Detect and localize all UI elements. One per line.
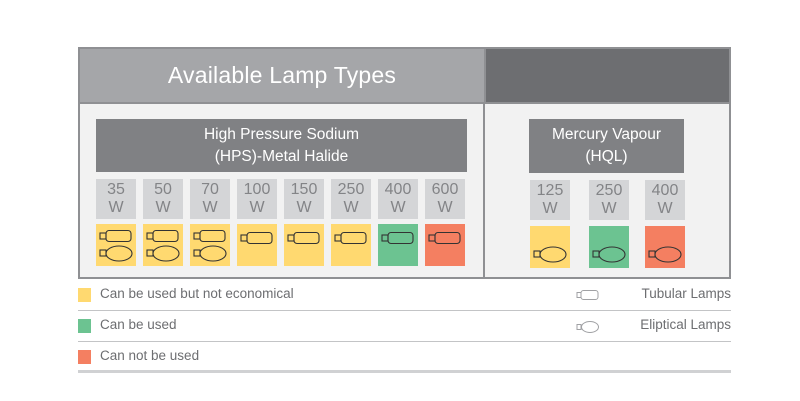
- watt-unit: W: [249, 199, 265, 216]
- tubular-lamp-icon: [334, 231, 367, 245]
- watt-value: 70: [201, 181, 219, 198]
- lamp-box-hps-250: [331, 224, 371, 266]
- tubular-lamp-icon: [381, 231, 414, 245]
- watt-value: 250: [337, 181, 365, 198]
- legend-label: Can be used: [100, 317, 177, 332]
- eliptical-lamp-icon: [99, 244, 133, 262]
- watt-unit: W: [601, 200, 617, 217]
- legend-label: Can be used but not economical: [100, 286, 294, 301]
- eliptical-lamp-icon: [533, 246, 567, 263]
- watt-value: 100: [243, 181, 271, 198]
- legend-row-usable: Can be used Eliptical Lamps: [78, 311, 731, 342]
- group-name-line2: (HQL): [585, 148, 628, 165]
- watt-value: 250: [595, 182, 623, 199]
- watt-value: 400: [384, 181, 412, 198]
- legend-row-not-usable: Can not be used: [78, 342, 731, 373]
- lamp-box-hps-150: [284, 224, 324, 266]
- watt-unit: W: [657, 200, 673, 217]
- watt-value: 50: [154, 181, 172, 198]
- watt-value: 400: [651, 182, 679, 199]
- group-name-line2: (HPS)-Metal Halide: [214, 147, 349, 165]
- watt-value: 125: [536, 182, 564, 199]
- eliptical-lamp-icon: [193, 244, 227, 262]
- legend-swatch-red: [78, 350, 91, 364]
- watt-box-hps-250: 250 W: [331, 179, 371, 219]
- table-title: Available Lamp Types: [80, 49, 484, 104]
- watt-unit: W: [542, 200, 558, 217]
- legend-shape-label: Tubular Lamps: [641, 286, 731, 301]
- watt-box-hps-35: 35 W: [96, 179, 136, 219]
- eliptical-lamp-icon: [648, 246, 682, 263]
- table-title-text: Available Lamp Types: [167, 62, 397, 88]
- lamp-box-hps-35: [96, 224, 136, 266]
- lamp-box-hql-250: [589, 226, 629, 268]
- lamp-box-hps-100: [237, 224, 277, 266]
- eliptical-lamp-icon: [592, 246, 626, 263]
- watt-unit: W: [155, 199, 171, 216]
- tubular-lamp-icon: [576, 290, 599, 300]
- watt-box-hql-400: 400 W: [645, 180, 685, 220]
- watt-unit: W: [202, 199, 218, 216]
- watt-unit: W: [108, 199, 124, 216]
- column-divider: [483, 104, 485, 277]
- watt-box-hps-600: 600 W: [425, 179, 465, 219]
- lamp-box-hps-400: [378, 224, 418, 266]
- watt-value: 35: [107, 181, 125, 198]
- eliptical-lamp-icon: [576, 321, 599, 333]
- watt-box-hql-250: 250 W: [589, 180, 629, 220]
- group-name-line1: High Pressure Sodium: [203, 125, 360, 143]
- group-name-line1: Mercury Vapour: [551, 126, 662, 143]
- watt-box-hps-400: 400 W: [378, 179, 418, 219]
- lamp-types-table: Available Lamp Types High Pressure Sodiu…: [78, 47, 731, 279]
- eliptical-lamp-icon: [146, 244, 180, 262]
- lamp-box-hps-70: [190, 224, 230, 266]
- watt-box-hps-70: 70 W: [190, 179, 230, 219]
- legend-shape-label: Eliptical Lamps: [640, 317, 731, 332]
- tubular-lamp-icon: [240, 231, 273, 245]
- legend-label: Can not be used: [100, 348, 200, 363]
- watt-unit: W: [296, 199, 312, 216]
- watt-unit: W: [437, 199, 453, 216]
- watt-box-hps-150: 150 W: [284, 179, 324, 219]
- watt-value: 150: [290, 181, 318, 198]
- watt-value: 600: [431, 181, 459, 198]
- lamp-box-hps-600: [425, 224, 465, 266]
- watt-box-hql-125: 125 W: [530, 180, 570, 220]
- lamp-box-hps-50: [143, 224, 183, 266]
- lamp-box-hql-400: [645, 226, 685, 268]
- legend-swatch-yellow: [78, 288, 91, 302]
- lamp-box-hql-125: [530, 226, 570, 268]
- tubular-lamp-icon: [428, 231, 461, 245]
- watt-box-hps-50: 50 W: [143, 179, 183, 219]
- tubular-lamp-icon: [287, 231, 320, 245]
- tubular-lamp-icon: [99, 229, 132, 242]
- watt-box-hps-100: 100 W: [237, 179, 277, 219]
- tubular-lamp-icon: [146, 229, 179, 242]
- watt-unit: W: [390, 199, 406, 216]
- group-header-hql: Mercury Vapour (HQL): [529, 119, 684, 173]
- title-dark-cell: [484, 49, 729, 104]
- legend-row-not-economical: Can be used but not economical Tubular L…: [78, 280, 731, 311]
- legend-swatch-green: [78, 319, 91, 333]
- watt-unit: W: [343, 199, 359, 216]
- tubular-lamp-icon: [193, 229, 226, 242]
- group-header-hps: High Pressure Sodium (HPS)-Metal Halide: [96, 119, 467, 172]
